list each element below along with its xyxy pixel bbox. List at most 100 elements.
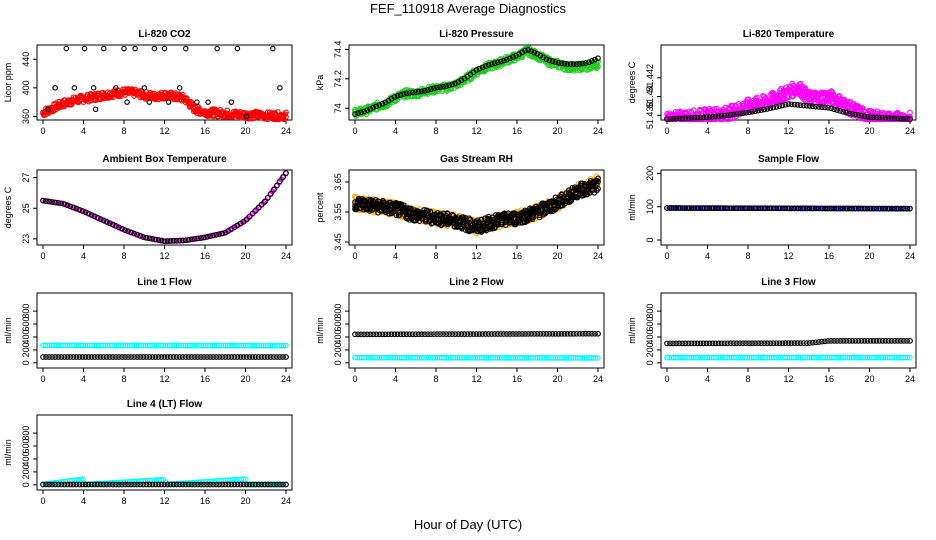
data-point (403, 90, 410, 97)
data-point (71, 85, 78, 91)
data-point (482, 63, 489, 69)
data-point (712, 113, 719, 120)
x-tick-label: 0 (664, 374, 669, 384)
data-point (740, 110, 746, 117)
data-point (803, 102, 810, 109)
data-point (49, 199, 55, 205)
data-point (277, 178, 283, 185)
data-point (828, 105, 834, 112)
y-axis-label: ml/min (315, 317, 325, 344)
data-point (718, 113, 725, 119)
data-point (553, 196, 560, 203)
data-point (729, 102, 736, 109)
data-point (195, 235, 201, 242)
data-point (858, 112, 865, 119)
data-point (749, 108, 755, 115)
chart-title: Gas Stream RH (440, 154, 513, 165)
y-tick-label: 360 (21, 109, 31, 124)
data-point (194, 99, 200, 105)
y-tick-label: 74.2 (333, 70, 343, 88)
data-point (394, 93, 401, 99)
data-point (283, 354, 289, 360)
y-tick-label: 51.438 (645, 102, 655, 130)
x-tick-label: 24 (281, 496, 291, 506)
x-tick-label: 0 (352, 374, 357, 384)
data-point (567, 61, 574, 67)
data-point (219, 230, 226, 237)
data-point (113, 223, 119, 229)
x-tick-label: 8 (433, 126, 438, 136)
data-point (391, 94, 398, 100)
data-point (507, 55, 513, 62)
data-point (867, 114, 874, 121)
y-tick-label: 51.442 (645, 64, 655, 92)
data-point (764, 106, 771, 112)
x-tick-label: 20 (552, 126, 562, 136)
data-point (397, 212, 403, 218)
data-point (137, 232, 144, 239)
data-point (216, 231, 223, 237)
x-tick-label: 12 (783, 374, 793, 384)
data-point (812, 103, 819, 110)
x-tick-label: 16 (512, 374, 522, 384)
x-tick-label: 4 (81, 251, 86, 261)
data-point (161, 45, 168, 52)
data-point (727, 112, 734, 118)
y-tick-label: 3.45 (333, 233, 343, 251)
x-tick-label: 0 (352, 251, 357, 261)
data-point (531, 49, 538, 56)
data-point (418, 88, 425, 95)
data-point (513, 52, 519, 59)
data-point (204, 234, 210, 240)
data-point (730, 111, 737, 118)
data-point (834, 107, 840, 113)
x-tick-label: 8 (121, 374, 126, 384)
data-point (552, 59, 559, 65)
data-point (406, 90, 413, 96)
data-point (682, 115, 689, 122)
data-point (479, 64, 486, 71)
data-point (277, 85, 283, 91)
data-point (670, 115, 676, 122)
x-tick-label: 16 (824, 126, 834, 136)
data-point (246, 213, 253, 220)
x-tick-label: 8 (121, 251, 126, 261)
data-point (376, 102, 383, 108)
data-point (555, 59, 562, 66)
data-point (434, 84, 440, 91)
data-point (882, 115, 889, 121)
data-point (904, 116, 910, 122)
x-tick-label: 12 (783, 251, 793, 261)
y-tick-label: 0 (333, 360, 343, 365)
chart-3: Ambient Box Temperature degrees C 0 4 8 12 16 2… (3, 154, 293, 261)
data-point (494, 59, 501, 66)
x-tick-label: 16 (824, 374, 834, 384)
data-point (55, 200, 62, 206)
data-point (690, 107, 697, 113)
data-point (158, 237, 165, 244)
data-point (280, 174, 286, 181)
data-point (379, 100, 386, 107)
data-point (522, 47, 528, 54)
x-tick-label: 8 (745, 251, 750, 261)
x-tick-label: 0 (40, 251, 45, 261)
x-tick-label: 24 (281, 126, 291, 136)
data-point (397, 92, 404, 98)
data-point (207, 233, 213, 240)
data-point (800, 85, 806, 92)
data-point (440, 83, 446, 90)
data-point (497, 58, 504, 65)
data-point (488, 61, 495, 67)
y-tick-label: 3.55 (333, 203, 343, 221)
data-point (531, 47, 538, 54)
x-tick-label: 24 (593, 374, 603, 384)
x-tick-label: 0 (664, 126, 669, 136)
x-tick-label: 24 (281, 374, 291, 384)
chart-title: Line 2 Flow (449, 277, 504, 288)
y-tick-label: 200 (645, 166, 655, 181)
data-point (92, 106, 99, 113)
data-point (476, 65, 483, 72)
y-axis-label: ml/min (627, 194, 637, 221)
data-point (870, 114, 877, 121)
